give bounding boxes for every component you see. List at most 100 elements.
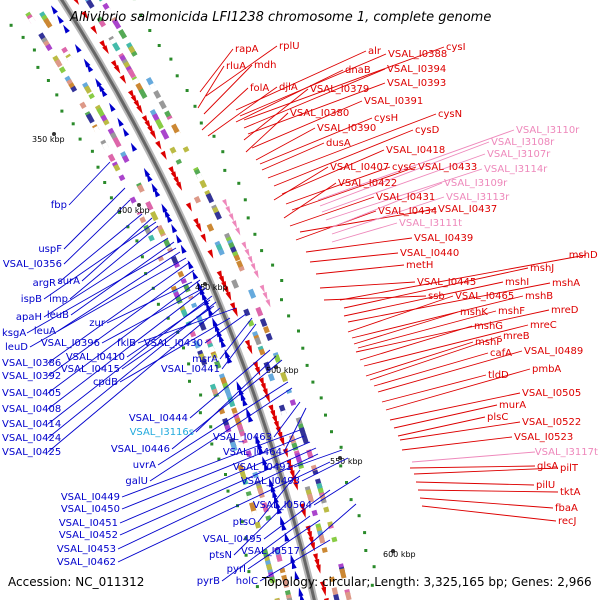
gc-marker bbox=[223, 168, 227, 172]
reverse-gene-label: pyrI bbox=[227, 564, 246, 575]
gc-marker bbox=[243, 198, 247, 202]
rna-gene-arrow bbox=[259, 284, 265, 293]
forward-gene-label: glsA bbox=[537, 461, 558, 472]
category-feature-block bbox=[206, 223, 215, 232]
reverse-gene-label: fklB bbox=[117, 338, 136, 349]
category-feature-block bbox=[96, 0, 105, 2]
category-feature-block bbox=[109, 131, 117, 140]
reverse-gene-leader bbox=[219, 317, 253, 360]
category-feature-block bbox=[214, 360, 222, 370]
reverse-gene-label: argR bbox=[33, 278, 56, 289]
forward-gene-arrow bbox=[113, 64, 121, 74]
gc-marker bbox=[169, 57, 173, 61]
reverse-gene-leader bbox=[137, 307, 237, 344]
reverse-gene-arrow bbox=[171, 223, 178, 234]
reverse-gene-label: VSAL_I0408 bbox=[2, 404, 61, 415]
reverse-gene-arrow bbox=[255, 434, 261, 444]
gc-marker bbox=[140, 255, 144, 259]
reverse-gene-arrow bbox=[166, 213, 173, 223]
category-feature-block bbox=[133, 54, 140, 61]
rna-gene-arrow bbox=[231, 220, 238, 229]
forward-gene-leader bbox=[373, 352, 489, 387]
reverse-gene-label: VSAL_I0396 bbox=[41, 338, 100, 349]
reverse-gene-arrow bbox=[97, 82, 105, 93]
forward-gene-leader bbox=[339, 254, 587, 301]
forward-gene-leader bbox=[281, 149, 385, 195]
reverse-gene-label: VSAL_I0446 bbox=[111, 444, 170, 455]
gc-marker bbox=[345, 481, 348, 484]
reverse-gene-leader bbox=[43, 237, 169, 318]
reverse-gene-leader bbox=[283, 407, 307, 453]
forward-gene-arrow bbox=[185, 202, 192, 212]
forward-gene-label: mshA bbox=[552, 278, 580, 289]
forward-gene-arrow bbox=[232, 307, 238, 317]
forward-gene-arrow bbox=[72, 0, 80, 6]
forward-gene-arrow bbox=[254, 366, 261, 376]
rna-gene-leader bbox=[411, 451, 536, 463]
rna-gene-arrow bbox=[262, 291, 268, 301]
forward-gene-label: murA bbox=[499, 400, 526, 411]
forward-gene-leader bbox=[309, 252, 399, 263]
forward-gene-label: mshP bbox=[475, 337, 502, 348]
reverse-gene-leader bbox=[57, 213, 143, 284]
forward-gene-arrow bbox=[160, 150, 167, 160]
reverse-gene-leader bbox=[119, 317, 231, 383]
gc-marker bbox=[253, 232, 257, 236]
tick-mark bbox=[52, 132, 56, 136]
forward-gene-label: cysI bbox=[446, 42, 466, 53]
forward-gene-leader bbox=[351, 295, 524, 339]
gc-marker bbox=[182, 346, 185, 350]
forward-gene-leader bbox=[357, 310, 497, 349]
forward-gene-label: VSAL_I0433 bbox=[418, 162, 477, 173]
gc-marker bbox=[255, 585, 259, 589]
gc-marker bbox=[226, 489, 230, 493]
rna-gene-arrow bbox=[250, 263, 256, 272]
category-feature-block bbox=[294, 452, 303, 463]
rna-gene-arrow bbox=[225, 206, 231, 215]
reverse-gene-arrow bbox=[298, 587, 304, 597]
reverse-gene-leader bbox=[247, 519, 321, 570]
rna-gene-arrow bbox=[222, 198, 228, 208]
category-feature-block bbox=[105, 7, 113, 15]
reverse-gene-arrow bbox=[100, 87, 108, 98]
forward-gene-leader bbox=[369, 335, 502, 381]
category-feature-block bbox=[276, 363, 284, 369]
reverse-gene-label: ksgA bbox=[2, 328, 26, 339]
rna-gene-leader bbox=[329, 182, 443, 229]
accession-text: Accession: NC_011312 bbox=[8, 575, 145, 589]
forward-gene-leader bbox=[261, 142, 325, 171]
forward-gene-leader bbox=[343, 267, 529, 309]
forward-gene-leader bbox=[343, 281, 504, 317]
reverse-gene-leader bbox=[259, 539, 331, 582]
category-feature-block bbox=[193, 195, 201, 204]
tick-label: 450 kbp bbox=[195, 283, 228, 292]
forward-gene-leader bbox=[399, 421, 521, 441]
category-feature-block bbox=[219, 221, 227, 231]
category-feature-block bbox=[92, 125, 103, 137]
forward-gene-leader bbox=[389, 392, 521, 421]
category-feature-block bbox=[242, 442, 250, 451]
reverse-gene-leader bbox=[47, 279, 201, 394]
gc-marker bbox=[139, 13, 143, 17]
forward-gene-leader bbox=[347, 295, 454, 333]
tick-mark bbox=[203, 282, 207, 286]
gc-marker bbox=[175, 74, 179, 78]
gc-marker bbox=[103, 181, 107, 184]
reverse-gene-arrow bbox=[109, 102, 116, 112]
reverse-gene-leader bbox=[301, 457, 349, 482]
reverse-gene-leader bbox=[257, 469, 301, 523]
category-feature-block bbox=[236, 291, 243, 298]
forward-gene-label: VSAL_I0523 bbox=[514, 432, 573, 443]
category-feature-block bbox=[58, 66, 66, 74]
forward-gene-arrow bbox=[292, 481, 298, 491]
forward-gene-leader bbox=[299, 208, 437, 233]
gc-marker bbox=[246, 216, 250, 220]
gc-marker bbox=[212, 134, 216, 138]
category-feature-block bbox=[28, 16, 38, 28]
category-feature-block bbox=[123, 183, 131, 192]
forward-gene-leader bbox=[235, 50, 367, 111]
category-feature-block bbox=[112, 42, 121, 52]
reverse-gene-label: VSAL_I3116s bbox=[130, 427, 194, 438]
category-feature-block bbox=[86, 0, 95, 9]
forward-gene-label: VSAL_I0505 bbox=[522, 388, 581, 399]
